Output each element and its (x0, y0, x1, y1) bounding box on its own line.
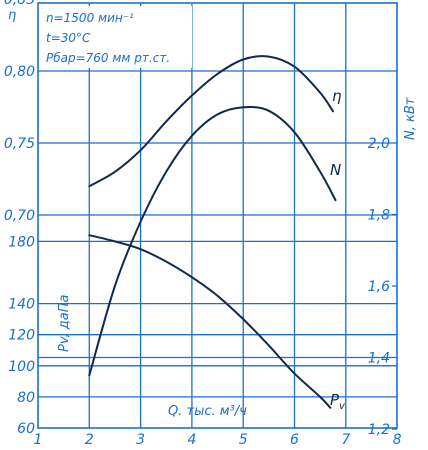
pv-tick-label: 100 (8, 359, 35, 375)
n-tick-label: 1,6 (368, 279, 390, 295)
n-curve (88, 105, 337, 377)
eta-curve-label: η (332, 87, 342, 105)
eta-tick-label: 0,85 (4, 0, 35, 8)
note-pressure: Pбар=760 мм рт.ст. (46, 51, 170, 65)
n-tick-label: 1,2 (368, 422, 390, 438)
x-tick-label: 5 (239, 432, 248, 448)
x-tick-label: 7 (341, 432, 350, 448)
x-tick-label: 8 (393, 432, 402, 448)
x-tick-label: 4 (187, 432, 196, 448)
x-tick-label: 2 (85, 432, 94, 448)
pv-curve (88, 234, 332, 409)
eta-axis-label: η (8, 8, 16, 23)
pv-curve-label-main: P (330, 391, 340, 409)
n-curve-label: N (330, 161, 341, 179)
n-axis-label: N, кВт (403, 97, 418, 140)
note-temperature: t=30°C (46, 31, 91, 45)
horizontal-gridlines (38, 70, 397, 430)
pv-tick-label: 140 (8, 297, 35, 313)
pv-curve-label: Pv (330, 391, 346, 412)
x-tick-label: 6 (290, 432, 299, 448)
pv-tick-label: 180 (8, 234, 35, 250)
eta-tick-label: 0,80 (4, 64, 35, 80)
x-axis-label: Q. тыс. м³/ч (168, 404, 247, 419)
pv-tick-labels: 180 140 120 100 80 60 (8, 234, 35, 437)
pv-curve-label-sub: v (339, 401, 346, 412)
eta-curve (88, 55, 334, 188)
n-tick-label: 1,8 (368, 208, 390, 224)
pv-tick-label: 120 (8, 328, 35, 344)
eta-tick-labels: 0,85 0,80 0,75 0,70 (4, 0, 35, 224)
n-tick-label: 2,0 (368, 136, 390, 152)
notes-background (42, 6, 192, 68)
pv-tick-label: 80 (17, 390, 35, 406)
eta-tick-label: 0,70 (4, 208, 35, 224)
x-tick-labels: 1 2 3 4 5 6 7 8 (34, 432, 402, 448)
pv-axis-label: Pv, даПа (57, 295, 72, 352)
pv-tick-label: 60 (17, 421, 35, 437)
n-tick-labels: 2,0 1,8 1,6 1,4 1,2 (368, 136, 390, 438)
note-speed: n=1500 мин⁻¹ (46, 11, 134, 25)
eta-tick-label: 0,75 (4, 136, 35, 152)
n-tick-label: 1,4 (368, 351, 390, 367)
x-tick-label: 3 (136, 432, 145, 448)
plot-frame (37, 2, 398, 429)
x-tick-label: 1 (34, 432, 43, 448)
